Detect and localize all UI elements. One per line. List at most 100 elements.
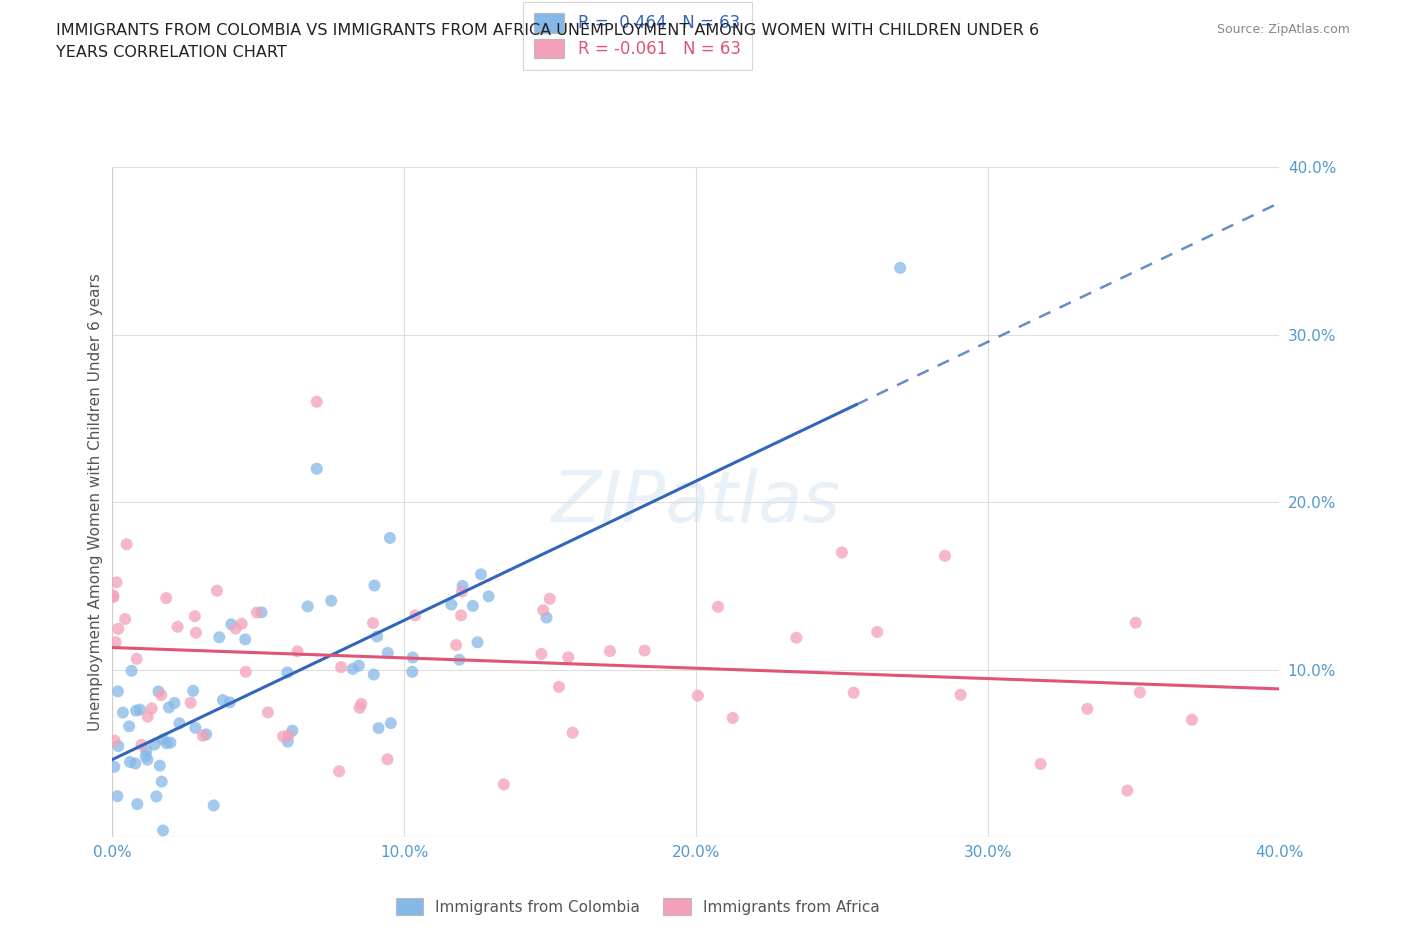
Point <box>163 696 186 711</box>
Text: YEARS CORRELATION CHART: YEARS CORRELATION CHART <box>56 45 287 60</box>
Point <box>205 583 228 598</box>
Point <box>149 758 172 773</box>
Point <box>538 591 561 606</box>
Point <box>152 732 174 747</box>
Point <box>184 721 207 736</box>
Point <box>599 644 621 658</box>
Text: Source: ZipAtlas.com: Source: ZipAtlas.com <box>1216 23 1350 36</box>
Point <box>150 774 173 789</box>
Text: ZIPatlas: ZIPatlas <box>551 468 841 537</box>
Point <box>135 749 157 764</box>
Point <box>478 589 501 604</box>
Point <box>233 632 256 647</box>
Point <box>530 646 553 661</box>
Point <box>842 685 865 700</box>
Point <box>218 695 240 710</box>
Point <box>363 667 385 682</box>
Point <box>785 631 807 645</box>
Point <box>330 659 353 674</box>
Point <box>127 797 149 812</box>
Point <box>124 756 146 771</box>
Point <box>470 567 492 582</box>
Point <box>561 725 583 740</box>
Point <box>157 700 180 715</box>
Point <box>451 584 474 599</box>
Point <box>250 604 273 619</box>
Point <box>404 608 426 623</box>
Point <box>889 260 911 275</box>
Point <box>180 696 202 711</box>
Point <box>195 727 218 742</box>
Point <box>184 625 207 640</box>
Point <box>1125 616 1147 631</box>
Point <box>686 688 709 703</box>
Point <box>155 736 177 751</box>
Point <box>276 665 298 680</box>
Point <box>366 629 388 644</box>
Y-axis label: Unemployment Among Women with Children Under 6 years: Unemployment Among Women with Children U… <box>89 273 103 731</box>
Point <box>152 823 174 838</box>
Point <box>103 588 125 603</box>
Point <box>107 684 129 698</box>
Point <box>949 687 972 702</box>
Point <box>184 609 207 624</box>
Point <box>125 703 148 718</box>
Point <box>115 537 138 551</box>
Point <box>202 798 225 813</box>
Point <box>235 664 257 679</box>
Point <box>444 638 467 653</box>
Point <box>378 530 401 545</box>
Point <box>246 605 269 620</box>
Point <box>277 734 299 749</box>
Point <box>1116 783 1139 798</box>
Point <box>107 789 129 804</box>
Point <box>277 728 299 743</box>
Point <box>342 661 364 676</box>
Point <box>934 549 956 564</box>
Point <box>219 617 242 631</box>
Point <box>121 663 143 678</box>
Point <box>633 644 655 658</box>
Point <box>118 719 141 734</box>
Point <box>104 635 127 650</box>
Point <box>114 612 136 627</box>
Point <box>536 610 558 625</box>
Point <box>548 680 571 695</box>
Point <box>349 700 371 715</box>
Point <box>367 721 389 736</box>
Point <box>557 650 579 665</box>
Point <box>231 617 253 631</box>
Point <box>103 733 125 748</box>
Point <box>136 710 159 724</box>
Point <box>449 652 471 667</box>
Point <box>305 461 328 476</box>
Point <box>377 752 399 767</box>
Point <box>461 598 484 613</box>
Point <box>363 578 385 593</box>
Point <box>297 599 319 614</box>
Point <box>143 737 166 752</box>
Point <box>225 621 247 636</box>
Point <box>129 702 152 717</box>
Point <box>492 777 515 791</box>
Point <box>350 697 373 711</box>
Point <box>467 635 489 650</box>
Legend: Immigrants from Colombia, Immigrants from Africa: Immigrants from Colombia, Immigrants fro… <box>388 890 887 923</box>
Point <box>118 754 141 769</box>
Point <box>321 593 343 608</box>
Point <box>181 684 204 698</box>
Point <box>107 621 129 636</box>
Point <box>1181 712 1204 727</box>
Point <box>107 738 129 753</box>
Point <box>377 645 399 660</box>
Point <box>103 590 125 604</box>
Point <box>450 608 472 623</box>
Point <box>721 711 744 725</box>
Point <box>440 597 463 612</box>
Point <box>131 737 153 752</box>
Point <box>111 705 134 720</box>
Point <box>103 760 125 775</box>
Point <box>257 705 280 720</box>
Point <box>380 716 402 731</box>
Point <box>361 616 384 631</box>
